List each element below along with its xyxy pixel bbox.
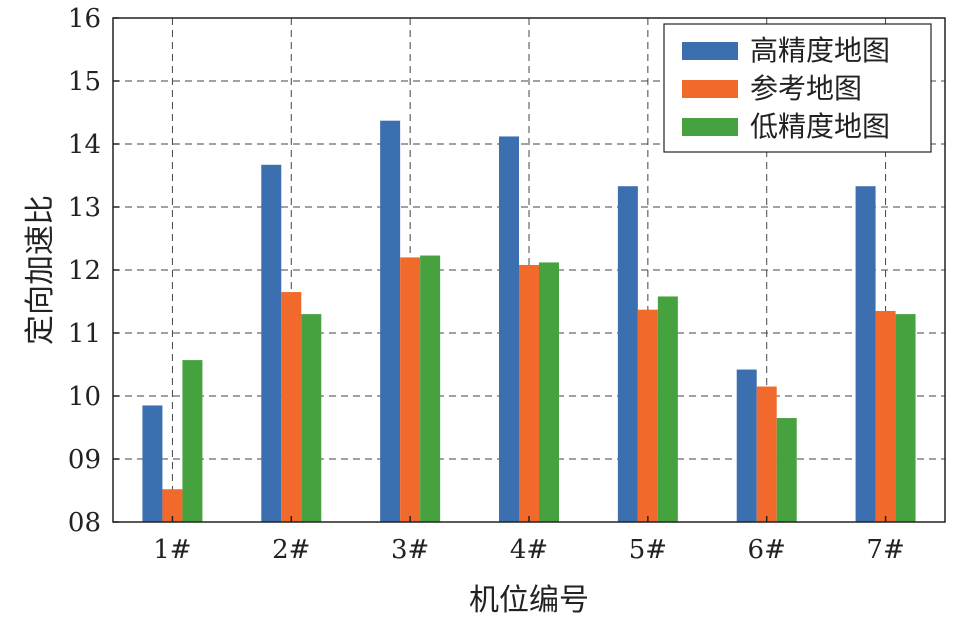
bar-3-1# <box>182 360 203 522</box>
y-tick-label: 11 <box>68 319 101 349</box>
bar-3-3# <box>420 255 441 522</box>
bar-3-2# <box>301 314 322 522</box>
x-tick-label: 1# <box>153 535 191 565</box>
y-tick-label: 13 <box>68 193 101 223</box>
x-tick-label: 2# <box>272 535 310 565</box>
bar-1-7# <box>855 186 876 522</box>
bar-2-6# <box>756 386 777 522</box>
y-tick-label: 10 <box>68 382 101 412</box>
bar-1-2# <box>261 164 282 523</box>
legend-swatch <box>682 118 738 136</box>
bar-3-5# <box>657 296 678 522</box>
legend-label: 高精度地图 <box>750 34 890 67</box>
bar-1-5# <box>617 186 638 522</box>
x-tick-label: 4# <box>510 535 548 565</box>
bar-3-7# <box>895 314 916 522</box>
y-tick-label: 15 <box>68 67 101 97</box>
bar-2-2# <box>281 292 302 522</box>
bar-2-3# <box>400 257 421 522</box>
bar-1-3# <box>380 120 401 522</box>
bar-1-4# <box>499 136 519 522</box>
legend-label: 参考地图 <box>750 72 862 105</box>
legend-label: 低精度地图 <box>750 110 890 143</box>
x-tick-label: 3# <box>391 535 429 565</box>
legend-swatch <box>682 80 738 98</box>
x-tick-label: 5# <box>629 535 667 565</box>
bar-1-6# <box>736 369 757 522</box>
bar-3-6# <box>776 418 797 522</box>
bar-2-7# <box>875 310 896 522</box>
bar-2-1# <box>162 489 183 522</box>
x-tick-label: 6# <box>748 535 786 565</box>
x-tick-label: 7# <box>866 535 904 565</box>
bar-3-4# <box>539 262 559 522</box>
y-axis-ticks: 08 09 10 11 12 13 14 15 16 <box>68 4 119 538</box>
y-tick-label: 12 <box>68 256 101 286</box>
y-tick-label: 16 <box>68 4 101 34</box>
x-axis-label: 机位编号 <box>469 583 589 618</box>
bar-2-4# <box>519 264 539 522</box>
x-axis-ticks: 1# 2# 3# 4# 5# 6# 7# <box>153 516 905 565</box>
bar-2-5# <box>637 309 658 522</box>
y-tick-label: 08 <box>68 508 101 538</box>
legend-swatch <box>682 42 738 60</box>
y-tick-label: 09 <box>68 445 101 475</box>
bars <box>142 120 916 523</box>
bar-1-1# <box>142 405 163 522</box>
y-tick-label: 14 <box>68 130 101 160</box>
y-axis-label: 定向加速比 <box>23 195 58 345</box>
